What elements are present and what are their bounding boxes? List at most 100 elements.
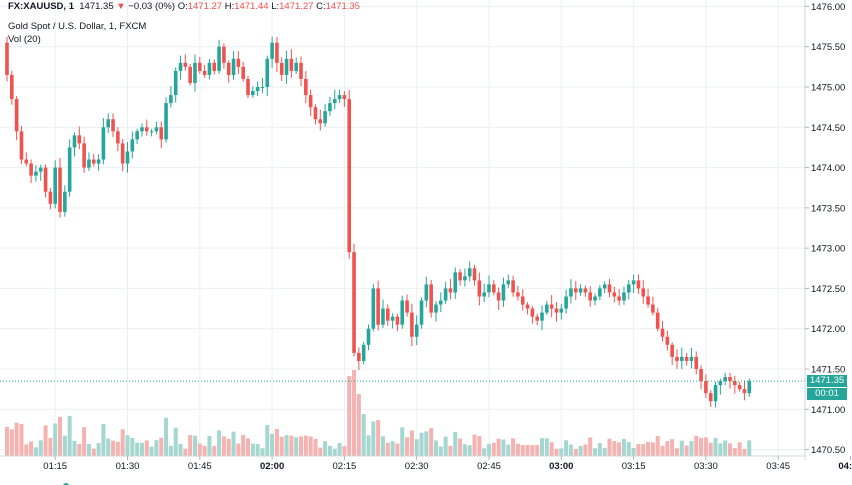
- time-tick-label: 03:15: [622, 461, 646, 472]
- candle-body: [77, 135, 82, 144]
- volume-bar: [679, 440, 684, 456]
- bar-countdown: 00:01: [807, 388, 847, 400]
- volume-bar: [414, 439, 419, 456]
- candle-body: [501, 284, 506, 301]
- candle-body: [598, 288, 602, 297]
- volume-bar: [390, 441, 395, 456]
- candle-body: [149, 131, 154, 133]
- candle-body: [492, 284, 496, 293]
- candle-body: [651, 304, 655, 313]
- volume-bar: [405, 437, 410, 456]
- candle-body: [337, 95, 342, 100]
- candle-body: [111, 119, 115, 132]
- volume-bar: [477, 435, 482, 456]
- candle-body: [279, 62, 284, 75]
- volume-bar: [67, 415, 72, 456]
- volume-bar: [646, 441, 651, 456]
- volume-bar: [525, 444, 530, 456]
- volume-bar: [255, 444, 260, 456]
- volume-bar: [96, 443, 101, 456]
- volume-bar: [135, 442, 140, 456]
- price-tick-label: 1476.00: [811, 2, 845, 13]
- volume-bar: [265, 425, 270, 456]
- candle-body: [530, 308, 535, 317]
- candle-body: [19, 131, 24, 160]
- candle-body: [718, 381, 723, 386]
- candle-body: [96, 159, 101, 164]
- candle-body: [559, 308, 564, 313]
- close-value: 1471.35: [325, 1, 360, 12]
- symbol-name: FX:XAUUSD, 1: [8, 1, 74, 12]
- volume-bar: [318, 447, 323, 456]
- volume-bar: [352, 370, 357, 456]
- candle-body: [467, 268, 472, 277]
- candle-body: [704, 381, 708, 394]
- candle-body: [405, 300, 409, 313]
- low-value: 1471.27: [279, 1, 314, 12]
- volume-bar: [332, 448, 337, 456]
- candle-body: [496, 292, 501, 301]
- volume-bar: [212, 445, 217, 456]
- price-tick-label: 1474.50: [811, 123, 845, 134]
- volume-bar: [419, 432, 424, 456]
- volume-bar: [202, 445, 207, 456]
- volume-bar: [86, 443, 91, 456]
- time-tick-label: 02:00: [260, 461, 284, 472]
- candle-body: [434, 304, 438, 313]
- volume-bar: [573, 448, 578, 456]
- volume-bar: [621, 438, 626, 456]
- volume-bar: [699, 437, 704, 456]
- time-tick-label: 03:30: [694, 461, 718, 472]
- candle-body: [289, 58, 294, 71]
- volume-bar: [183, 448, 188, 456]
- volume-bar: [501, 439, 506, 456]
- volume-bar: [472, 434, 477, 456]
- candle-body: [713, 385, 718, 402]
- candle-body: [231, 58, 236, 75]
- candle-body: [429, 284, 433, 313]
- volume-bar: [650, 442, 655, 456]
- candle-body: [255, 87, 260, 92]
- price-tick-label: 1474.00: [811, 163, 845, 174]
- candle-body: [72, 135, 77, 148]
- price-axis[interactable]: 1470.50 1471.00 1471.50 1472.00 1472.50 1473.…: [805, 2, 845, 456]
- volume-bar: [597, 443, 602, 456]
- volume-bar: [713, 437, 718, 456]
- candle-body: [482, 292, 486, 297]
- volume-bar: [5, 426, 9, 456]
- candlesticks: [5, 36, 752, 408]
- candle-body: [602, 284, 607, 289]
- volume-bar: [684, 445, 689, 456]
- candle-body: [260, 87, 265, 89]
- volume-bar: [289, 435, 294, 456]
- price-tick-label: 1473.00: [811, 244, 845, 255]
- candle-body: [222, 46, 226, 63]
- volume-bar: [159, 437, 164, 456]
- volume-bar: [409, 430, 414, 456]
- volume-bar: [342, 446, 347, 456]
- volume-bar: [612, 440, 617, 456]
- candle-body: [101, 127, 106, 160]
- candle-body: [207, 62, 212, 75]
- volume-bar: [347, 376, 352, 456]
- volume-bar: [33, 447, 38, 456]
- volume-bar: [742, 448, 747, 456]
- volume-bar: [323, 441, 328, 456]
- volume-bar: [689, 441, 694, 456]
- candle-body: [38, 167, 43, 172]
- time-axis[interactable]: 01:15 01:30 01:45 02:00 02:15 02:30 02:45 03:00…: [43, 456, 852, 472]
- volume-bar: [491, 442, 496, 456]
- volume-bar: [197, 443, 202, 456]
- candle-body: [636, 280, 641, 289]
- candle-body: [82, 143, 86, 168]
- volume-bar: [482, 448, 487, 456]
- volume-bar: [588, 437, 593, 456]
- volume-bar: [366, 435, 371, 456]
- volume-bar: [593, 448, 598, 456]
- volume-bar: [361, 414, 366, 456]
- candle-body: [670, 344, 674, 357]
- volume-bar: [356, 394, 361, 456]
- candle-body: [554, 308, 559, 313]
- candle-body: [212, 62, 217, 71]
